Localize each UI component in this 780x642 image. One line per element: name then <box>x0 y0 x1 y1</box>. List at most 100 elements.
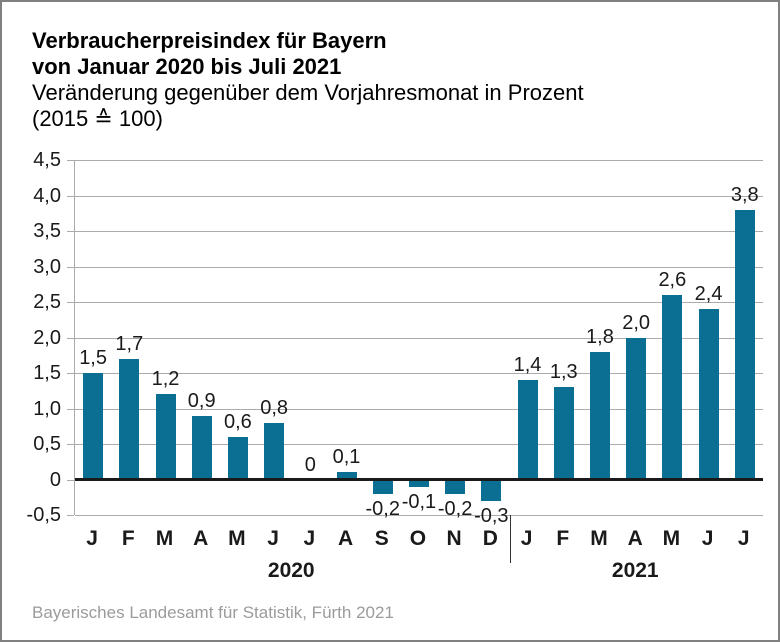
month-label: J <box>520 527 533 550</box>
gridline <box>75 195 763 197</box>
month-label: J <box>701 527 714 550</box>
bar-column: 2,0 <box>618 160 654 515</box>
bar-value-label: 1,7 <box>115 332 144 355</box>
month-label: M <box>590 527 608 550</box>
bar <box>662 294 683 480</box>
bar-column: -0,2 <box>365 160 401 520</box>
bar-column: 1,7 <box>111 160 147 515</box>
bar-column: 0,1 <box>328 160 364 515</box>
bar-column: -0,3 <box>473 160 509 527</box>
year-label: 2021 <box>611 559 659 582</box>
bar <box>589 351 610 480</box>
gridline <box>75 373 763 374</box>
bar <box>83 373 104 480</box>
bar-value-label: 2,4 <box>694 283 723 306</box>
title-line-2: von Januar 2020 bis Juli 2021 <box>32 54 342 79</box>
y-tick-label: 3,5 <box>33 220 61 242</box>
year-separator <box>509 515 511 563</box>
gridline <box>75 337 763 339</box>
subtitle-line-1: Veränderung gegenüber dem Vorjahresmonat… <box>32 80 584 105</box>
bar <box>372 479 393 494</box>
month-label: O <box>409 527 427 550</box>
bar-value-label: 2,0 <box>622 311 651 334</box>
bar <box>626 337 647 480</box>
tick-mark <box>67 444 74 445</box>
tick-mark <box>67 195 74 197</box>
bar-value-label: 0 <box>304 453 316 476</box>
gridline <box>75 266 763 268</box>
page-title: Verbraucherpreisindex für Bayern von Janu… <box>32 28 748 80</box>
month-label: J <box>267 527 279 550</box>
bar <box>517 380 538 480</box>
gridline <box>75 160 763 161</box>
bar <box>336 472 357 480</box>
bar-value-label: 1,8 <box>586 325 614 348</box>
bar <box>553 387 574 480</box>
bar-value-label: 1,2 <box>151 368 180 391</box>
tick-mark <box>67 160 74 161</box>
bar-value-label: 0,9 <box>187 389 216 412</box>
bar <box>264 422 285 480</box>
y-tick-label: 1,5 <box>33 362 61 384</box>
bar-value-label: 2,6 <box>658 268 687 291</box>
gridline <box>75 231 763 232</box>
tick-mark <box>67 479 74 481</box>
tick-mark <box>67 515 74 516</box>
plot-area: 1,5 1,7 1,2 0,9 0,6 0,8 0 0,1 -0,2 -0,1 -0,2 -0,3 1,… <box>74 160 763 527</box>
bar-column: 0,8 <box>256 160 292 515</box>
y-tick-label: 4,0 <box>33 184 61 207</box>
month-label: A <box>337 527 354 550</box>
month-label: F <box>121 527 135 550</box>
bar-column: 1,4 <box>509 160 545 515</box>
bar-column: -0,2 <box>437 160 473 520</box>
year-label: 2020 <box>267 559 315 582</box>
bar-column: 3,8 <box>727 160 763 515</box>
source-caption: Bayerisches Landesamt für Statistik, Für… <box>32 603 394 622</box>
bar-value-label: 0,6 <box>224 410 252 433</box>
bar-value-label: -0,3 <box>474 504 509 527</box>
title-line-1: Verbraucherpreisindex für Bayern <box>32 28 387 53</box>
bar-value-label: 1,4 <box>513 354 542 377</box>
bar <box>155 394 176 480</box>
bar <box>481 479 502 501</box>
gridline <box>75 408 763 410</box>
y-tick-label: 2,5 <box>33 291 61 313</box>
month-label: S <box>374 527 389 550</box>
bar-value-label: 0,8 <box>260 396 289 419</box>
month-label: A <box>627 527 643 550</box>
y-tick-label: 0,5 <box>33 433 61 455</box>
bar-column: 2,6 <box>654 160 690 515</box>
bar-value-label: 1,5 <box>79 347 107 369</box>
bar-column: 1,3 <box>546 160 582 515</box>
zero-line <box>75 478 763 481</box>
bar <box>227 436 248 480</box>
bar <box>734 209 755 480</box>
subtitle-line-2: (2015 ≙ 100) <box>32 106 163 131</box>
chart-subtitle: Veränderung gegenüber dem Vorjahresmonat… <box>32 80 748 132</box>
month-label: J <box>86 527 98 550</box>
bar-column: 0 <box>292 160 328 515</box>
tick-mark <box>67 302 74 303</box>
tick-mark <box>67 231 74 232</box>
tick-mark <box>67 337 74 339</box>
bar-column: 0,6 <box>220 160 256 515</box>
bar-value-label: 3,8 <box>730 183 759 206</box>
month-label: D <box>482 527 498 550</box>
month-label: M <box>155 527 174 550</box>
y-axis: 4,5 4,0 3,5 3,0 2,5 2,0 1,5 1,0 0,5 0 -0,5 <box>2 149 74 526</box>
y-tick-label: 3,0 <box>33 255 61 278</box>
gridline <box>75 302 763 303</box>
x-axis-year-labels: 2020 2021 <box>74 555 762 585</box>
bar-column: 0,9 <box>184 160 220 515</box>
bar-column: 2,4 <box>690 160 726 515</box>
y-tick-label: 1,0 <box>33 397 61 420</box>
month-label: M <box>662 527 681 550</box>
month-label: J <box>737 527 750 550</box>
month-label: A <box>193 527 209 550</box>
bar-column: -0,1 <box>401 160 437 515</box>
bar-columns: 1,5 1,7 1,2 0,9 0,6 0,8 0 0,1 -0,2 -0,1 -0,2 -0,3 1,… <box>75 160 763 527</box>
bar-value-label: -0,2 <box>437 497 473 520</box>
month-label: J <box>303 527 316 550</box>
